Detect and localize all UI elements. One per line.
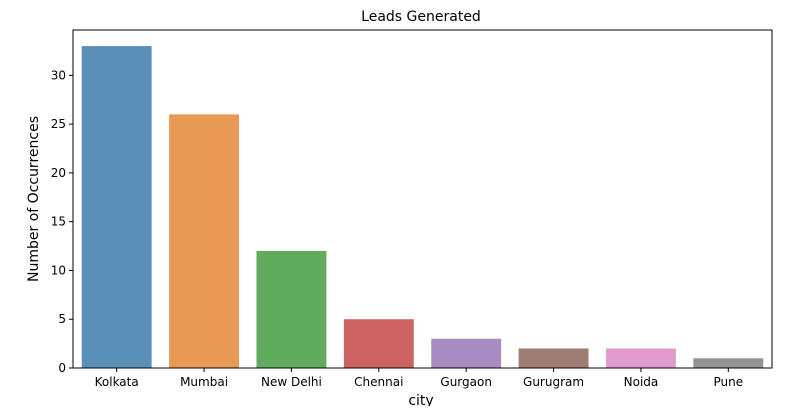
y-tick-label: 20: [51, 166, 66, 180]
y-tick-label: 30: [51, 68, 66, 82]
x-tick-label: Noida: [624, 375, 659, 389]
x-tick-label: Gurugram: [523, 375, 584, 389]
y-axis: 0 5 10 15 20 25 30: [51, 68, 73, 375]
plot-frame: [72, 29, 773, 369]
bar-gurugram: [518, 348, 589, 368]
y-tick-label: 10: [51, 263, 66, 277]
chart-title: Leads Generated: [361, 9, 481, 25]
x-tick-label: New Delhi: [261, 375, 322, 389]
x-tick-label: Mumbai: [180, 375, 228, 389]
y-tick-label: 15: [51, 215, 66, 229]
y-tick-label: 25: [51, 117, 66, 131]
bar-gurgaon: [431, 338, 502, 368]
x-tick-label: Chennai: [354, 375, 403, 389]
y-axis-label: Number of Occurrences: [26, 116, 42, 282]
y-tick-label: 0: [58, 361, 66, 375]
bars-layer: [81, 46, 764, 368]
bar-new-delhi: [256, 250, 327, 368]
x-tick-label: Gurgaon: [440, 375, 492, 389]
x-tick-label: Kolkata: [95, 375, 139, 389]
bar-kolkata: [81, 46, 152, 368]
bar-noida: [605, 348, 676, 368]
x-axis: Kolkata Mumbai New Delhi Chennai Gurgaon Guru…: [95, 368, 743, 389]
bar-pune: [693, 358, 764, 368]
x-axis-label: city: [408, 393, 433, 406]
y-tick-label: 5: [58, 312, 66, 326]
bar-chennai: [343, 319, 414, 368]
x-tick-label: Pune: [714, 375, 744, 389]
bar-mumbai: [169, 114, 240, 368]
